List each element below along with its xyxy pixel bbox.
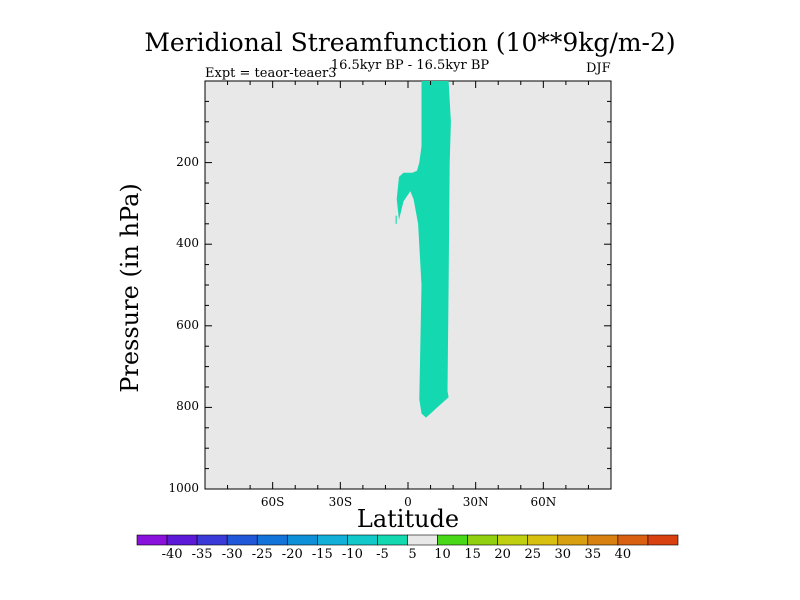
colorbar-label: 30 <box>554 547 572 562</box>
season-label: DJF <box>586 61 611 76</box>
x-tick-label: 30S <box>328 495 353 509</box>
colorbar-label: -30 <box>221 547 243 562</box>
colorbar-swatch <box>377 534 408 546</box>
y-tick-label: 800 <box>176 399 199 414</box>
plot-area <box>204 80 612 490</box>
y-tick-label: 600 <box>176 317 199 332</box>
y-tick-label: 200 <box>176 154 199 169</box>
colorbar-label: 10 <box>434 547 451 562</box>
colorbar-swatch <box>647 534 679 546</box>
colorbar-swatch <box>347 534 378 546</box>
contour-regions <box>395 81 451 418</box>
colorbar-swatch <box>256 534 288 546</box>
colorbar-label: -15 <box>311 547 333 562</box>
colorbar-swatch <box>286 534 318 546</box>
colorbar-label: -10 <box>341 547 363 562</box>
colorbar-label: -35 <box>191 547 213 562</box>
colorbar-swatch <box>467 534 498 546</box>
colorbar-label: -40 <box>161 547 183 562</box>
x-tick-label: 30N <box>462 495 489 509</box>
colorbar-swatch <box>557 534 589 546</box>
y-tick-label: 400 <box>176 236 199 251</box>
colorbar-label: 40 <box>614 547 632 562</box>
axis-ticks <box>205 81 611 490</box>
colorbar-label: 5 <box>408 547 417 562</box>
chart-subtitle: 16.5kyr BP - 16.5kyr BP <box>330 58 490 73</box>
colorbar-label: -20 <box>281 547 303 562</box>
colorbar-label: -25 <box>251 547 273 562</box>
x-tick-label: 60S <box>260 495 285 509</box>
y-axis-label: Pressure (in hPa) <box>116 183 144 393</box>
colorbar-swatch <box>437 534 468 546</box>
colorbar-swatch <box>407 534 438 546</box>
colorbar-swatch <box>136 534 168 546</box>
colorbar-swatch <box>617 534 649 546</box>
colorbar-swatch <box>587 534 619 546</box>
colorbar-label: 15 <box>464 547 481 562</box>
x-tick-label: 60N <box>530 495 557 509</box>
colorbar-swatch <box>527 534 559 546</box>
colorbar <box>136 534 679 546</box>
colorbar-swatch <box>317 534 348 546</box>
experiment-label: Expt = teaor-teaer3 <box>205 66 337 81</box>
colorbar-label: -5 <box>376 547 389 562</box>
contour-region-0 <box>396 81 451 418</box>
x-tick-label: 0 <box>404 495 412 509</box>
x-axis-label: Latitude <box>356 505 460 533</box>
y-tick-label: 1000 <box>168 481 199 495</box>
contour-region-1 <box>395 215 397 224</box>
colorbar-swatch <box>226 534 258 546</box>
colorbar-label: 35 <box>584 547 602 562</box>
colorbar-label: 25 <box>524 547 541 562</box>
colorbar-swatch <box>196 534 228 546</box>
colorbar-swatch <box>166 534 198 546</box>
colorbar-swatch <box>497 534 529 546</box>
chart-title: Meridional Streamfunction (10**9kg/m-2) <box>144 28 676 57</box>
colorbar-label: 20 <box>494 547 511 562</box>
